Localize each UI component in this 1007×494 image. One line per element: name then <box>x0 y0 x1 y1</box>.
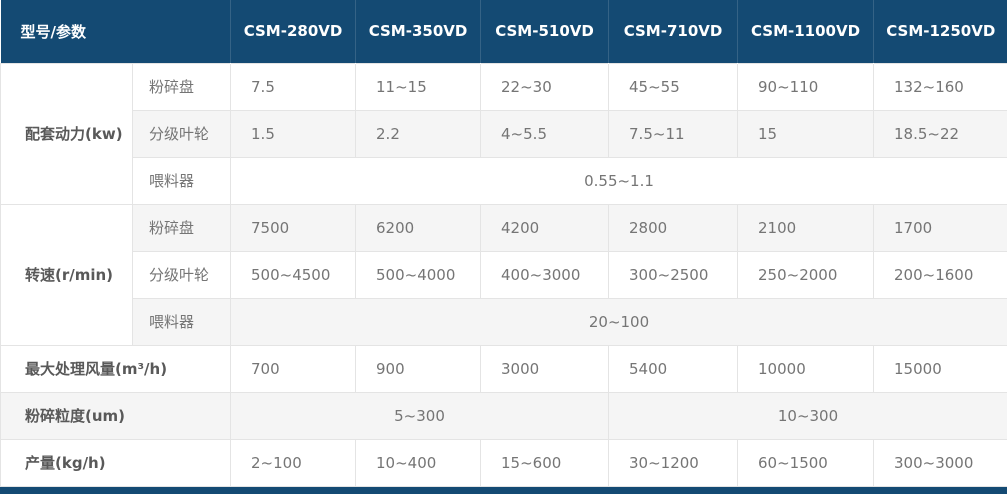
cell-value: 4200 <box>481 204 609 251</box>
cell-value: 6200 <box>356 204 481 251</box>
header-model-csm-510vd: CSM-510VD <box>481 0 609 63</box>
cell-value: 18.5~22 <box>874 110 1007 157</box>
cell-value: 7500 <box>231 204 356 251</box>
cell-value: 7.5 <box>231 63 356 110</box>
cell-value: 200~1600 <box>874 251 1007 298</box>
cell-value: 7.5~11 <box>609 110 738 157</box>
row-group-label-power: 配套动力(kw) <box>1 63 133 204</box>
sub-label-feeder: 喂料器 <box>133 298 231 345</box>
table-row-air-volume: 最大处理风量(m³/h) 700 900 3000 5400 10000 150… <box>1 345 1007 392</box>
header-model-csm-1250vd: CSM-1250VD <box>874 0 1007 63</box>
cell-value: 2800 <box>609 204 738 251</box>
sub-label-crushing-disc: 粉碎盘 <box>133 63 231 110</box>
cell-span-value: 20~100 <box>231 298 1007 345</box>
cell-value: 45~55 <box>609 63 738 110</box>
cell-value: 5400 <box>609 345 738 392</box>
table-row-power-disc: 配套动力(kw) 粉碎盘 7.5 11~15 22~30 45~55 90~11… <box>1 63 1007 110</box>
cell-value: 300~3000 <box>874 439 1007 486</box>
cell-value: 10000 <box>738 345 874 392</box>
sub-label-classifier-impeller: 分级叶轮 <box>133 251 231 298</box>
cell-value: 15 <box>738 110 874 157</box>
bottom-divider-bar <box>0 487 1007 494</box>
sub-label-classifier-impeller: 分级叶轮 <box>133 110 231 157</box>
table-row-speed-disc: 转速(r/min) 粉碎盘 7500 6200 4200 2800 2100 1… <box>1 204 1007 251</box>
cell-value: 1.5 <box>231 110 356 157</box>
row-label-air-volume: 最大处理风量(m³/h) <box>1 345 231 392</box>
cell-value: 132~160 <box>874 63 1007 110</box>
cell-value: 4~5.5 <box>481 110 609 157</box>
table-row-speed-impeller: 分级叶轮 500~4500 500~4000 400~3000 300~2500… <box>1 251 1007 298</box>
cell-value: 15~600 <box>481 439 609 486</box>
row-label-output: 产量(kg/h) <box>1 439 231 486</box>
sub-label-crushing-disc: 粉碎盘 <box>133 204 231 251</box>
header-model-csm-350vd: CSM-350VD <box>356 0 481 63</box>
header-model-csm-1100vd: CSM-1100VD <box>738 0 874 63</box>
cell-span-value-right: 10~300 <box>609 392 1007 439</box>
cell-value: 2.2 <box>356 110 481 157</box>
cell-value: 500~4000 <box>356 251 481 298</box>
cell-value: 60~1500 <box>738 439 874 486</box>
cell-span-value: 0.55~1.1 <box>231 157 1007 204</box>
cell-value: 10~400 <box>356 439 481 486</box>
cell-value: 900 <box>356 345 481 392</box>
header-param-label: 型号/参数 <box>1 0 231 63</box>
table-row-particle-size: 粉碎粒度(um) 5~300 10~300 <box>1 392 1007 439</box>
cell-value: 250~2000 <box>738 251 874 298</box>
row-label-particle-size: 粉碎粒度(um) <box>1 392 231 439</box>
cell-value: 11~15 <box>356 63 481 110</box>
cell-value: 500~4500 <box>231 251 356 298</box>
table-row-power-feeder: 喂料器 0.55~1.1 <box>1 157 1007 204</box>
cell-value: 3000 <box>481 345 609 392</box>
cell-value: 2100 <box>738 204 874 251</box>
cell-value: 300~2500 <box>609 251 738 298</box>
cell-value: 15000 <box>874 345 1007 392</box>
cell-value: 90~110 <box>738 63 874 110</box>
cell-value: 2~100 <box>231 439 356 486</box>
row-group-label-speed: 转速(r/min) <box>1 204 133 345</box>
cell-value: 22~30 <box>481 63 609 110</box>
cell-span-value-left: 5~300 <box>231 392 609 439</box>
cell-value: 400~3000 <box>481 251 609 298</box>
cell-value: 30~1200 <box>609 439 738 486</box>
cell-value: 1700 <box>874 204 1007 251</box>
table-row-speed-feeder: 喂料器 20~100 <box>1 298 1007 345</box>
table-row-output: 产量(kg/h) 2~100 10~400 15~600 30~1200 60~… <box>1 439 1007 486</box>
cell-value: 700 <box>231 345 356 392</box>
sub-label-feeder: 喂料器 <box>133 157 231 204</box>
table-row-power-impeller: 分级叶轮 1.5 2.2 4~5.5 7.5~11 15 18.5~22 <box>1 110 1007 157</box>
header-model-csm-710vd: CSM-710VD <box>609 0 738 63</box>
header-model-csm-280vd: CSM-280VD <box>231 0 356 63</box>
header-row: 型号/参数 CSM-280VD CSM-350VD CSM-510VD CSM-… <box>1 0 1007 63</box>
